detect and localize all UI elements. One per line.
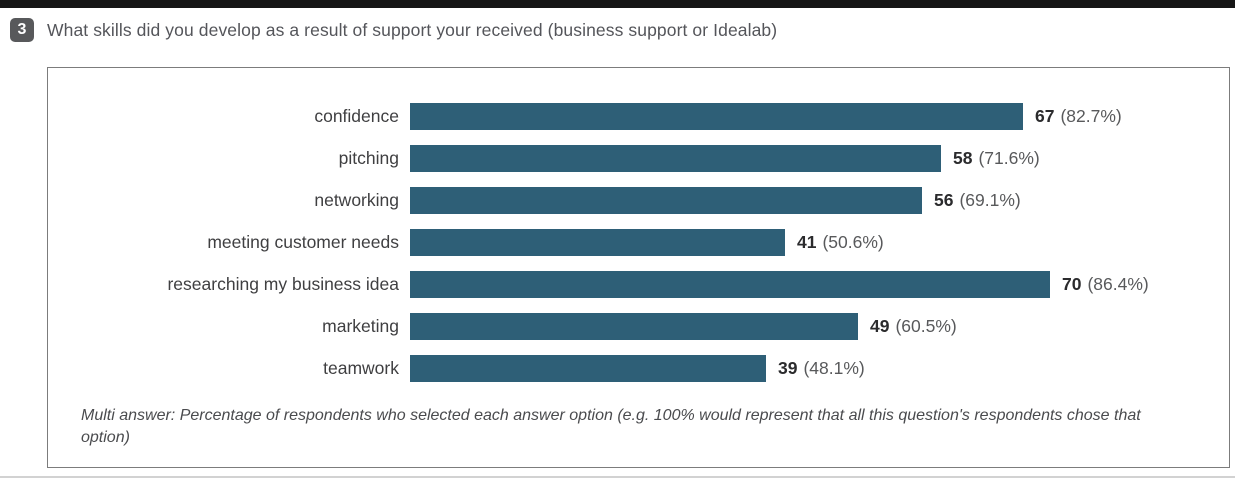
- value-label: 67 (82.7%): [1035, 106, 1122, 126]
- chart-row: pitching 58 (71.6%): [48, 145, 1229, 172]
- chart-row: researching my business idea 70 (86.4%): [48, 271, 1229, 298]
- chart-rows: confidence 67 (82.7%) pitching 58 (71.6%) netw…: [48, 68, 1229, 382]
- top-divider-bar: [0, 0, 1235, 8]
- value-label: 41 (50.6%): [797, 232, 884, 252]
- bar: [410, 313, 858, 340]
- chart-row: networking 56 (69.1%): [48, 187, 1229, 214]
- bar: [410, 229, 785, 256]
- category-label: pitching: [338, 148, 399, 168]
- bar: [410, 145, 941, 172]
- category-label: teamwork: [323, 358, 399, 378]
- category-label: networking: [314, 190, 399, 210]
- category-label: researching my business idea: [167, 274, 399, 294]
- value-label: 58 (71.6%): [953, 148, 1040, 168]
- question-number-badge: 3: [10, 18, 34, 42]
- chart-row: marketing 49 (60.5%): [48, 313, 1229, 340]
- chart-row: confidence 67 (82.7%): [48, 103, 1229, 130]
- value-label: 70 (86.4%): [1062, 274, 1149, 294]
- bar: [410, 271, 1050, 298]
- bar: [410, 355, 766, 382]
- value-label: 39 (48.1%): [778, 358, 865, 378]
- bar: [410, 103, 1023, 130]
- chart-card: confidence 67 (82.7%) pitching 58 (71.6%) netw…: [47, 67, 1230, 468]
- question-title: What skills did you develop as a result …: [47, 19, 778, 40]
- value-label: 49 (60.5%): [870, 316, 957, 336]
- category-label: meeting customer needs: [207, 232, 399, 252]
- chart-row: meeting customer needs 41 (50.6%): [48, 229, 1229, 256]
- question-header: 3 What skills did you develop as a resul…: [10, 18, 777, 42]
- category-label: confidence: [314, 106, 399, 126]
- category-label: marketing: [322, 316, 399, 336]
- chart-footnote: Multi answer: Percentage of respondents …: [81, 407, 1141, 446]
- bar: [410, 187, 922, 214]
- value-label: 56 (69.1%): [934, 190, 1021, 210]
- chart-row: teamwork 39 (48.1%): [48, 355, 1229, 382]
- bottom-divider-line: [0, 476, 1235, 478]
